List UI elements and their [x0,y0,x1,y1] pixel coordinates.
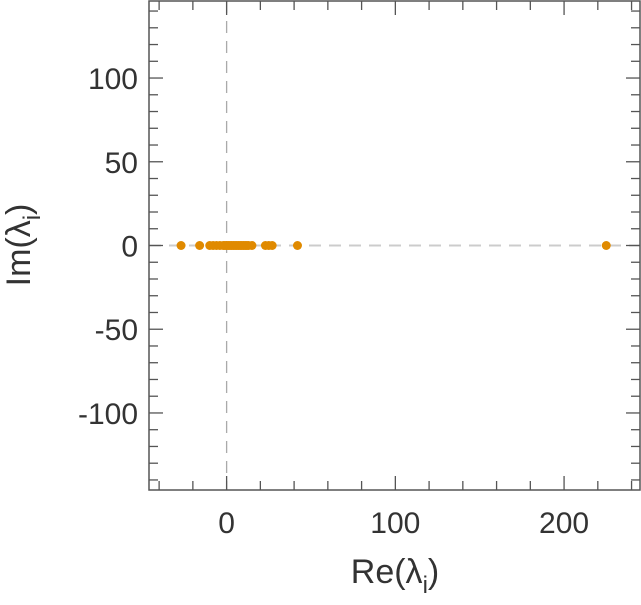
data-point [176,241,186,250]
data-point [247,241,257,250]
data-point [292,241,302,250]
data-point [267,241,277,250]
x-tick-label: 200 [539,507,589,540]
data-point [601,241,611,250]
y-tick-label: -100 [78,398,138,431]
x-tick-label: 0 [218,507,235,540]
y-axis-label: Im(λi) [0,204,46,287]
y-tick-label: 100 [88,63,138,96]
axes [148,0,641,491]
y-tick-label: -50 [95,314,138,347]
data-point [195,241,205,250]
data-points [176,241,611,250]
x-tick-label: 100 [370,507,420,540]
y-tick-label: 50 [105,147,138,180]
tick-labels: 0 100 200 100 50 0 -50 -100 [78,63,589,540]
x-axis-label: Re(λi) [351,553,439,599]
y-tick-label: 0 [121,231,138,264]
